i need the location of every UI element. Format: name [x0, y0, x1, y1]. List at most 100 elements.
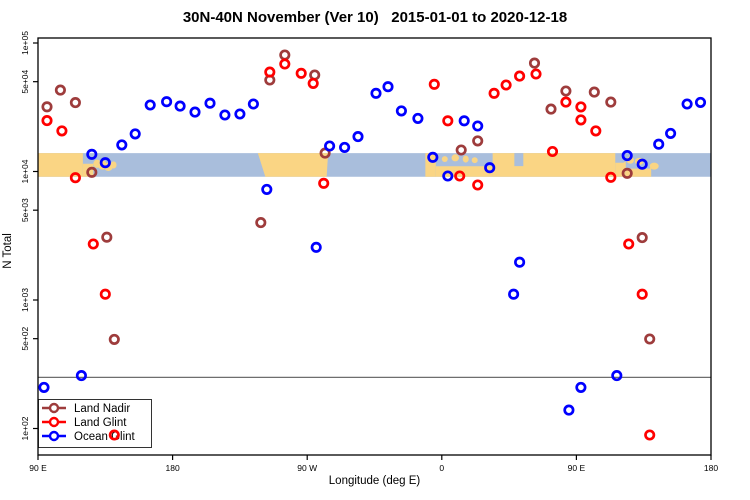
series-land-glint — [41, 58, 656, 441]
y-tick-label: 1e+05 — [20, 31, 30, 55]
data-point — [611, 370, 623, 382]
data-point — [174, 100, 186, 112]
data-point — [636, 288, 648, 300]
data-point — [99, 288, 111, 300]
data-point — [427, 151, 439, 163]
y-tick-label: 5e+03 — [20, 198, 30, 222]
data-point — [75, 370, 87, 382]
data-point — [264, 66, 276, 78]
data-point — [644, 333, 656, 345]
data-point — [261, 183, 273, 195]
data-point — [605, 171, 617, 183]
data-point — [681, 98, 693, 110]
data-point — [382, 81, 394, 93]
x-tick-label: 180 — [704, 463, 718, 473]
data-point — [472, 135, 484, 147]
data-point — [605, 96, 617, 108]
data-point — [621, 167, 633, 179]
data-point — [623, 238, 635, 250]
data-point — [545, 103, 557, 115]
data-point — [588, 86, 600, 98]
data-point — [86, 166, 98, 178]
x-tick-label: 90 W — [297, 463, 317, 473]
data-point — [653, 138, 665, 150]
data-point — [694, 96, 707, 108]
data-point — [514, 256, 526, 268]
data-point — [219, 109, 231, 121]
data-point — [428, 78, 440, 90]
x-axis-title: Longitude (deg E) — [328, 475, 421, 487]
data-point — [514, 70, 526, 82]
data-point — [295, 67, 307, 79]
data-point — [488, 87, 500, 99]
data-point — [324, 140, 336, 152]
data-point — [189, 106, 201, 118]
data-point — [500, 79, 512, 91]
y-tick-label: 1e+03 — [20, 288, 30, 312]
map-island — [441, 156, 448, 162]
data-point — [575, 114, 587, 126]
data-point — [458, 115, 470, 127]
data-point — [508, 288, 520, 300]
data-point — [116, 139, 128, 151]
x-tick-label: 90 E — [29, 463, 47, 473]
x-tick-label: 180 — [166, 463, 180, 473]
map-water — [514, 153, 524, 167]
data-point — [560, 96, 572, 108]
map-island — [110, 161, 117, 169]
data-point — [86, 148, 98, 160]
data-point — [590, 125, 602, 137]
plot-frame — [37, 37, 712, 456]
data-point — [310, 241, 322, 253]
data-point — [38, 381, 50, 393]
data-point — [54, 84, 66, 96]
x-tick-label: 0 — [439, 463, 444, 473]
legend: Land Nadir Land Glint Ocean Glint — [38, 399, 152, 448]
y-tick-label: 1e+04 — [20, 159, 30, 183]
data-point — [442, 115, 454, 127]
data-point — [255, 217, 267, 229]
map-island — [649, 162, 659, 170]
map-land — [425, 153, 436, 177]
data-point — [442, 170, 454, 182]
legend-symbol-circle — [48, 402, 60, 414]
map-land — [257, 153, 329, 177]
data-point — [454, 170, 466, 182]
series-ocean-glint — [38, 81, 707, 416]
data-point — [41, 115, 53, 127]
data-point — [575, 101, 587, 113]
data-point — [339, 141, 351, 153]
data-point — [101, 231, 113, 243]
data-point — [528, 57, 541, 69]
map-land — [38, 153, 83, 177]
y-tick-label: 1e+02 — [20, 416, 30, 440]
data-point — [99, 157, 111, 169]
map-island — [471, 157, 478, 164]
data-point — [108, 429, 120, 441]
data-point — [636, 158, 648, 170]
data-point — [307, 77, 319, 89]
data-point — [352, 131, 364, 143]
data-point — [472, 179, 484, 191]
data-point — [560, 85, 572, 97]
chart-title: 30N-40N November (Ver 10) 2015-01-01 to … — [182, 9, 568, 26]
data-point — [636, 232, 648, 244]
data-point — [546, 145, 559, 158]
legend-label: Land Glint — [74, 417, 127, 429]
data-point — [87, 238, 99, 250]
map-island — [451, 154, 460, 162]
data-point — [621, 150, 633, 162]
data-point — [665, 127, 677, 139]
axis-ticks: 1e+05 5e+04 1e+04 5e+03 1e+03 5e+02 1e+02 90 E 1… — [20, 31, 718, 473]
data-point — [247, 98, 259, 110]
x-tick-label: 90 E — [568, 463, 586, 473]
data-point — [69, 172, 81, 184]
data-point — [69, 97, 81, 109]
data-point — [144, 99, 156, 111]
data-point — [108, 333, 120, 345]
series-land-nadir — [41, 49, 656, 345]
data-point — [161, 96, 173, 108]
data-point — [204, 97, 216, 109]
